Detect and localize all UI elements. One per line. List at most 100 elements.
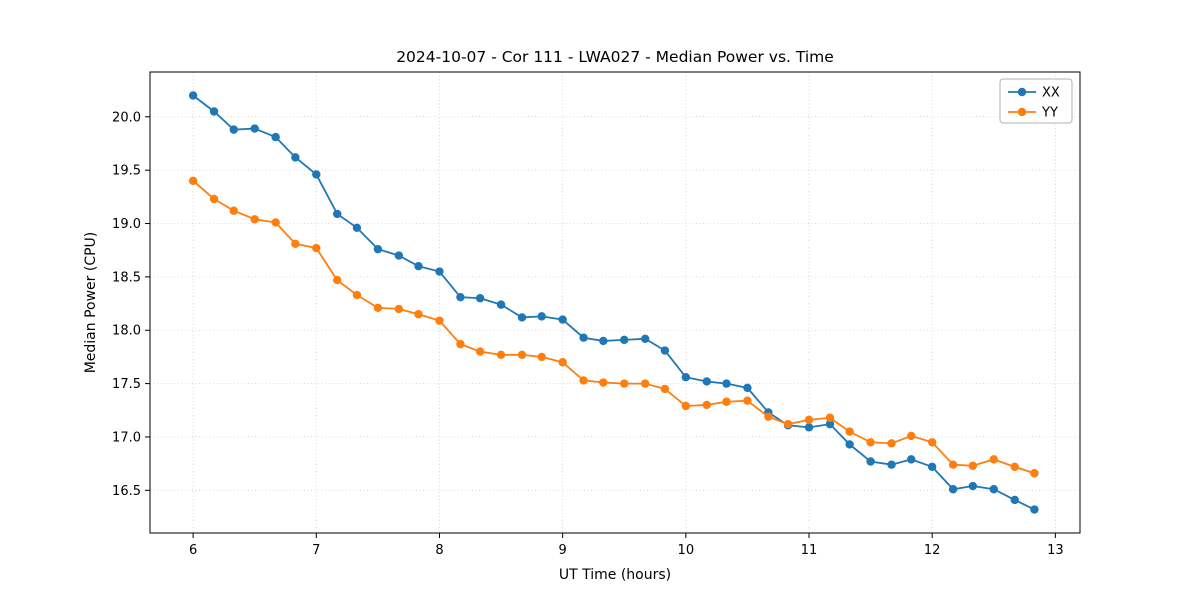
- data-point: [968, 461, 978, 470]
- x-tick-label: 6: [189, 543, 197, 558]
- data-point: [702, 400, 711, 410]
- data-point: [517, 313, 527, 322]
- data-point: [825, 419, 835, 429]
- plot-frame: [149, 71, 1081, 534]
- data-point: [537, 312, 546, 321]
- y-tick-label: 18.0: [112, 324, 141, 339]
- data-point: [948, 460, 958, 469]
- data-point: [456, 339, 465, 349]
- data-point: [188, 91, 198, 100]
- data-point: [907, 455, 916, 464]
- data-point: [722, 379, 731, 388]
- data-point: [887, 439, 896, 448]
- data-point: [373, 303, 383, 313]
- y-axis-label: Median Power (CPU): [83, 232, 99, 374]
- y-axis: 16.5 17.0 17.5 18.0 18.5 19.0 19.5 20.0: [112, 110, 150, 499]
- data-point: [373, 244, 383, 254]
- y-tick-label: 20.0: [112, 110, 141, 125]
- data-point: [537, 352, 546, 362]
- data-point: [414, 310, 423, 319]
- legend-label-XX: XX: [1042, 86, 1060, 101]
- data-point: [660, 346, 670, 355]
- data-point: [599, 378, 608, 387]
- data-point: [475, 347, 485, 356]
- data-point: [558, 315, 567, 324]
- data-point: [333, 275, 342, 285]
- data-point: [271, 218, 280, 227]
- x-axis: 6 7 8 9 10 11 12 13: [189, 533, 1064, 558]
- x-tick-label: 11: [801, 543, 818, 558]
- data-point: [866, 457, 875, 466]
- data-point: [1030, 505, 1039, 514]
- x-tick-label: 12: [924, 543, 941, 558]
- data-point: [989, 455, 998, 464]
- data-point: [352, 223, 362, 233]
- data-point: [579, 376, 588, 385]
- data-point: [660, 384, 670, 394]
- legend-label-YY: YY: [1041, 106, 1058, 121]
- data-point: [1010, 462, 1019, 472]
- legend-marker-YY: [1017, 107, 1027, 117]
- series-YY: [188, 176, 1039, 478]
- data-point: [229, 125, 238, 134]
- data-point: [783, 419, 793, 429]
- data-point: [887, 460, 896, 469]
- series-line-YY: [192, 180, 1035, 475]
- legend-marker-XX: [1017, 87, 1027, 97]
- series-line-XX: [192, 94, 1035, 511]
- data-point: [845, 440, 854, 449]
- data-point: [620, 379, 629, 388]
- data-point: [866, 438, 875, 447]
- y-tick-label: 17.0: [112, 430, 141, 445]
- data-point: [681, 372, 691, 382]
- data-point: [825, 413, 835, 422]
- data-point: [229, 206, 238, 215]
- data-point: [394, 304, 404, 314]
- data-point: [804, 423, 814, 432]
- data-point: [291, 239, 300, 249]
- data-point: [764, 412, 773, 421]
- data-point: [927, 462, 937, 472]
- data-point: [804, 415, 814, 425]
- legend-box: [999, 78, 1073, 124]
- data-point: [209, 107, 219, 116]
- data-point: [681, 401, 691, 411]
- x-tick-label: 13: [1047, 543, 1064, 558]
- data-point: [188, 176, 198, 186]
- y-tick-label: 16.5: [112, 484, 141, 499]
- data-point: [496, 350, 506, 359]
- data-point: [352, 290, 362, 300]
- data-point: [743, 383, 752, 393]
- data-point: [968, 481, 978, 491]
- data-point: [496, 300, 506, 309]
- x-tick-label: 10: [678, 543, 695, 558]
- y-tick-label: 19.5: [112, 164, 141, 179]
- y-tick-label: 19.0: [112, 217, 141, 232]
- data-point: [1010, 495, 1019, 505]
- data-point: [640, 334, 650, 343]
- data-point: [475, 294, 485, 303]
- x-tick-label: 9: [559, 543, 567, 558]
- data-point: [312, 170, 321, 179]
- data-point: [250, 124, 259, 133]
- chart-title: 2024-10-07 - Cor 111 - LWA027 - Median P…: [396, 48, 834, 66]
- data-point: [517, 350, 527, 359]
- data-point: [271, 132, 280, 142]
- data-point: [599, 336, 608, 346]
- data-point: [907, 431, 916, 441]
- data-point: [209, 194, 219, 204]
- x-tick-label: 7: [312, 543, 320, 558]
- data-point: [948, 485, 958, 494]
- data-point: [435, 316, 444, 325]
- gridlines: [150, 72, 1080, 533]
- data-point: [435, 267, 444, 276]
- data-point: [414, 262, 423, 271]
- data-point: [845, 427, 854, 436]
- data-point: [558, 358, 567, 367]
- data-point: [702, 377, 711, 386]
- data-point: [620, 335, 629, 345]
- data-point: [333, 209, 342, 219]
- data-point: [394, 251, 404, 260]
